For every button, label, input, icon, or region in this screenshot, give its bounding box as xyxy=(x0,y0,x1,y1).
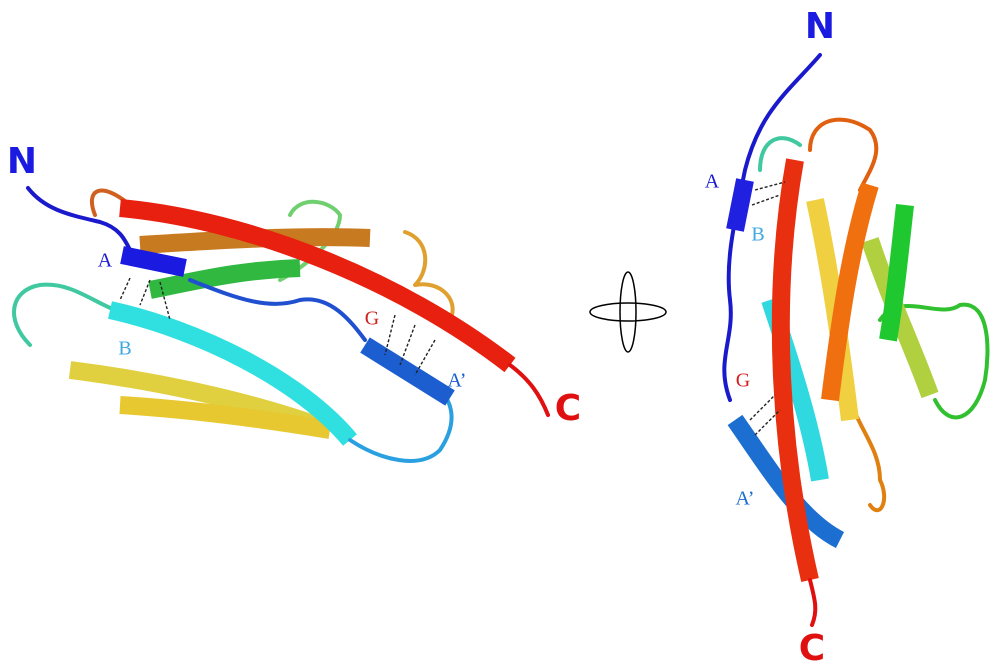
strand xyxy=(120,405,330,430)
strand-a-prime xyxy=(365,345,450,398)
n-terminus-label: N xyxy=(805,6,835,47)
c-terminus-label: C xyxy=(555,388,581,429)
n-coil xyxy=(28,188,130,250)
loop xyxy=(350,390,452,461)
strand-a xyxy=(122,255,185,268)
strand-a xyxy=(735,180,745,230)
h-bond xyxy=(755,182,785,190)
strand-label: G xyxy=(736,370,750,392)
strand-label: A xyxy=(705,171,720,193)
strand-label: A xyxy=(98,250,113,272)
left-structure: N A B G A’ C xyxy=(7,141,581,461)
loop xyxy=(190,280,365,340)
n-terminus-label: N xyxy=(7,141,37,182)
h-bond xyxy=(752,195,780,205)
loop xyxy=(14,285,115,345)
loop xyxy=(810,120,876,190)
h-bond xyxy=(140,280,150,305)
rotation-symbol xyxy=(590,272,666,352)
c-coil xyxy=(510,365,548,415)
strand-label: A’ xyxy=(448,370,467,392)
strand-label: A’ xyxy=(736,488,755,510)
rotation-ring xyxy=(590,303,666,321)
c-terminus-label: C xyxy=(799,628,825,668)
strand-label: G xyxy=(365,308,379,330)
h-bond xyxy=(400,325,415,365)
figure: N A B G A’ C N A B G A’ C xyxy=(0,0,994,668)
strand-label: B xyxy=(751,224,764,246)
rotation-ring xyxy=(620,272,636,352)
h-bond xyxy=(750,395,775,420)
h-bond xyxy=(385,315,395,355)
strand-label: B xyxy=(118,338,131,360)
right-structure: N A B G A’ C xyxy=(705,6,988,668)
c-coil xyxy=(810,580,815,625)
h-bond xyxy=(120,278,130,300)
